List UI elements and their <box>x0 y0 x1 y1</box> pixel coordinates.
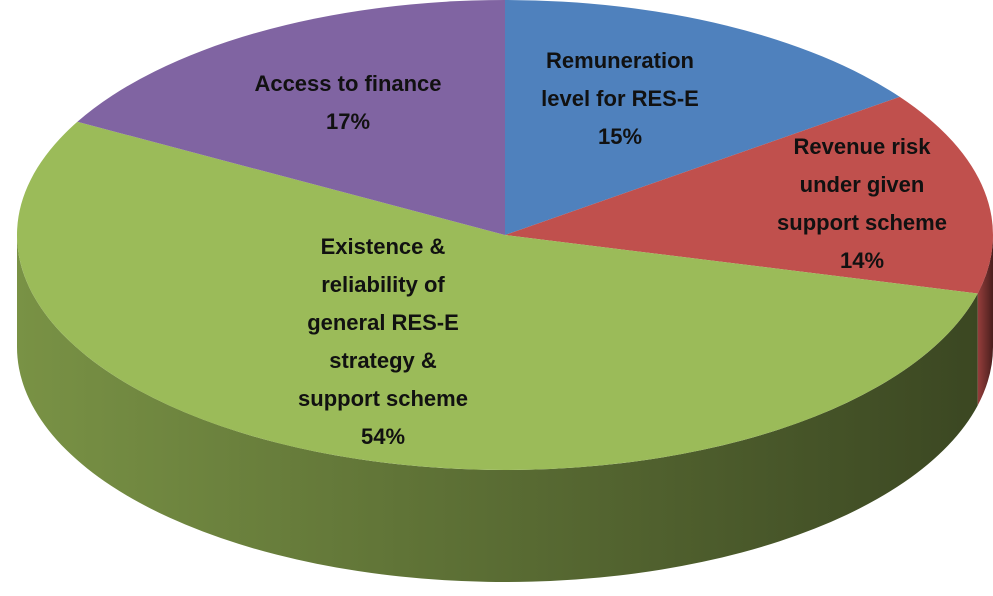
value-label: 14% <box>839 248 885 273</box>
slice-label: Remuneration level for RES-E 15% <box>525 42 715 156</box>
category-label: Remuneration level for RES-E <box>541 48 699 111</box>
slice-label: Existence & reliability of general RES-E… <box>288 228 478 456</box>
value-label: 17% <box>325 109 371 134</box>
category-label: Revenue risk under given support scheme <box>777 134 947 235</box>
slice <box>16 121 978 471</box>
value-label: 15% <box>597 124 643 149</box>
slice-side <box>17 235 978 583</box>
value-label: 54% <box>360 424 406 449</box>
slice-label: Revenue risk under given support scheme 1… <box>767 128 957 280</box>
slice <box>77 0 506 235</box>
category-label: Existence & reliability of general RES-E… <box>298 234 468 411</box>
slice <box>505 0 900 235</box>
category-label: Access to finance <box>254 71 442 96</box>
slice-side <box>977 235 993 406</box>
slice <box>505 96 993 294</box>
slice-label: Access to finance 17% <box>228 65 468 141</box>
